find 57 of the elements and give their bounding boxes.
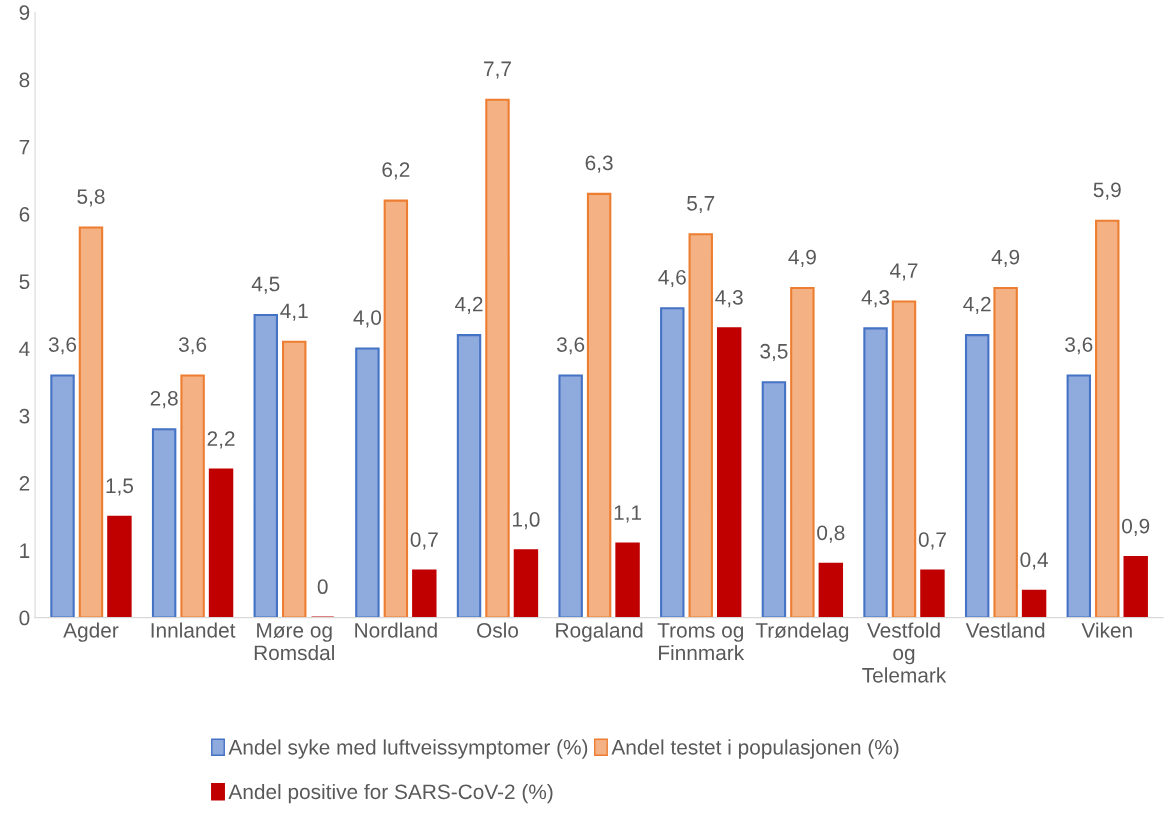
data-label: 0,8 — [817, 525, 845, 543]
x-tick-label: Oslo — [477, 622, 519, 638]
data-label: 3,6 — [178, 337, 207, 355]
data-label: 0,4 — [1020, 552, 1048, 570]
x-tick-label: Viken — [1081, 622, 1132, 638]
x-tick-label: Vestfold og Telemark — [862, 622, 947, 683]
y-tick-label: 3 — [19, 408, 30, 424]
x-tick-label: Innlandet — [151, 622, 236, 638]
data-label: 4,0 — [353, 310, 382, 328]
data-label: 0 — [317, 579, 328, 595]
y-tick-label: 0 — [19, 610, 30, 626]
legend-label: Andel testet i populasjonen (%) — [611, 739, 899, 759]
data-label: 6,3 — [585, 155, 613, 173]
y-tick-label: 4 — [19, 341, 30, 357]
data-label: 4,9 — [991, 249, 1020, 267]
data-label: 3,6 — [48, 337, 77, 355]
legend-label: Andel positive for SARS-CoV-2 (%) — [228, 783, 553, 804]
data-label: 4,5 — [251, 276, 280, 294]
data-label: 4,7 — [890, 263, 918, 281]
y-tick-label: 5 — [19, 274, 30, 290]
data-label: 3,6 — [1065, 337, 1093, 355]
data-label: 3,5 — [760, 343, 788, 362]
legend-label: Andel syke med luftveissymptomer (%) — [228, 739, 588, 759]
y-tick-label: 6 — [19, 207, 30, 222]
data-label: 1,5 — [106, 478, 134, 496]
data-label: 0,7 — [918, 532, 946, 550]
data-label: 7,7 — [484, 61, 511, 79]
data-label: 5,8 — [77, 189, 105, 207]
data-label: 0,7 — [410, 532, 438, 550]
data-label: 4,3 — [861, 290, 890, 308]
y-tick-label: 8 — [19, 72, 30, 88]
data-label: 1,1 — [614, 505, 642, 523]
data-label: 0,9 — [1122, 518, 1150, 536]
data-label: 5,9 — [1093, 182, 1121, 200]
data-label: 6,2 — [382, 162, 410, 180]
data-label: 4,6 — [658, 269, 686, 288]
y-tick-label: 9 — [19, 5, 30, 21]
x-tick-label: Troms og Finnmark — [657, 623, 745, 661]
data-label: 2,2 — [207, 431, 235, 449]
data-label: 4,3 — [715, 290, 743, 308]
x-tick-label: Møre og Romsdal — [254, 623, 334, 661]
data-label: 5,7 — [687, 196, 715, 214]
y-tick-label: 2 — [19, 476, 30, 491]
data-label: 4,1 — [280, 303, 308, 321]
x-tick-label: Rogaland — [556, 622, 643, 642]
x-tick-label: Vestland — [965, 622, 1045, 638]
data-label: 1,0 — [513, 512, 540, 530]
x-tick-label: Nordland — [355, 622, 437, 638]
x-tick-label: Agder — [63, 622, 119, 642]
data-label: 4,2 — [963, 296, 991, 315]
y-tick-label: 7 — [19, 140, 30, 155]
data-label: 4,2 — [455, 296, 483, 315]
data-label: 3,6 — [556, 337, 585, 355]
data-label: 4,9 — [788, 249, 816, 267]
data-label: 2,8 — [150, 390, 178, 409]
y-tick-label: 1 — [20, 543, 30, 558]
x-tick-label: Trøndelag — [755, 622, 849, 642]
